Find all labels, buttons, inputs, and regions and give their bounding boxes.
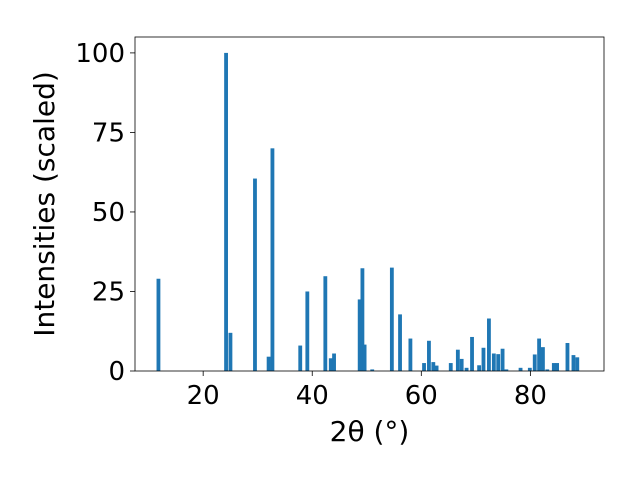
bar xyxy=(253,178,257,371)
bar xyxy=(427,340,431,371)
y-tick-label: 100 xyxy=(75,39,125,69)
bar xyxy=(298,345,303,371)
x-axis-label: 2θ (°) xyxy=(330,415,410,448)
y-tick-label: 75 xyxy=(92,118,125,148)
bar xyxy=(448,363,453,371)
bar xyxy=(575,357,580,371)
bar xyxy=(537,338,542,371)
bar xyxy=(470,336,474,371)
bar xyxy=(491,353,496,371)
bar xyxy=(360,268,365,371)
bar xyxy=(551,363,556,371)
bar xyxy=(398,314,402,371)
bar xyxy=(370,369,375,371)
bar xyxy=(431,362,436,371)
bar xyxy=(487,318,491,371)
y-tick-label: 0 xyxy=(108,357,125,387)
bar xyxy=(459,358,464,371)
bar xyxy=(228,332,233,371)
bar xyxy=(477,365,482,371)
bar xyxy=(422,363,426,371)
bar xyxy=(532,354,537,371)
bar xyxy=(504,369,509,371)
bar xyxy=(541,347,545,371)
bar xyxy=(545,369,550,371)
bar xyxy=(389,267,394,371)
bar xyxy=(323,276,328,371)
bar xyxy=(332,353,336,371)
bar xyxy=(434,365,439,371)
y-axis-ticks: 0 25 50 75 100 xyxy=(75,39,135,387)
bar xyxy=(305,291,310,371)
bar xyxy=(527,367,532,371)
bar xyxy=(408,338,413,371)
x-tick-label: 40 xyxy=(296,381,329,411)
bar xyxy=(266,356,271,371)
y-axis-label: Intensities (scaled) xyxy=(28,71,61,337)
x-tick-label: 60 xyxy=(405,381,438,411)
bar xyxy=(518,367,523,371)
bar xyxy=(481,347,486,371)
bar xyxy=(357,299,362,371)
bar xyxy=(362,344,367,371)
y-tick-label: 50 xyxy=(92,198,125,228)
bar-series xyxy=(156,52,580,372)
x-tick-label: 20 xyxy=(187,381,220,411)
bar xyxy=(571,355,576,371)
bar xyxy=(500,348,505,371)
bar xyxy=(328,358,333,371)
bar xyxy=(156,278,161,371)
bar xyxy=(555,363,560,371)
x-axis-ticks: 20 40 60 80 xyxy=(187,371,547,411)
bar xyxy=(496,354,501,371)
bar xyxy=(565,343,570,371)
bar xyxy=(464,367,469,371)
bar xyxy=(270,148,275,371)
x-tick-label: 80 xyxy=(514,381,547,411)
y-tick-label: 25 xyxy=(92,277,125,307)
bar xyxy=(455,349,460,371)
plot-frame xyxy=(134,36,605,372)
bar xyxy=(224,52,228,372)
